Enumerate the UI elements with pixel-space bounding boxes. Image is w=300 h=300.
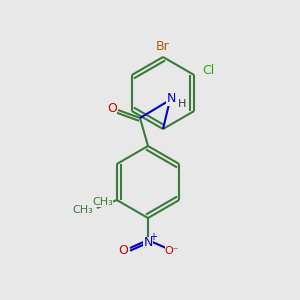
Text: O: O bbox=[107, 101, 117, 115]
Text: CH₃: CH₃ bbox=[72, 205, 93, 215]
Text: CH₃: CH₃ bbox=[92, 197, 113, 207]
Text: O: O bbox=[118, 244, 128, 256]
Text: Br: Br bbox=[156, 40, 170, 53]
Text: H: H bbox=[178, 99, 186, 109]
Text: O⁻: O⁻ bbox=[165, 246, 179, 256]
Text: Cl: Cl bbox=[202, 64, 214, 77]
Text: +: + bbox=[149, 232, 157, 242]
Text: N: N bbox=[166, 92, 176, 106]
Text: N: N bbox=[143, 236, 153, 250]
